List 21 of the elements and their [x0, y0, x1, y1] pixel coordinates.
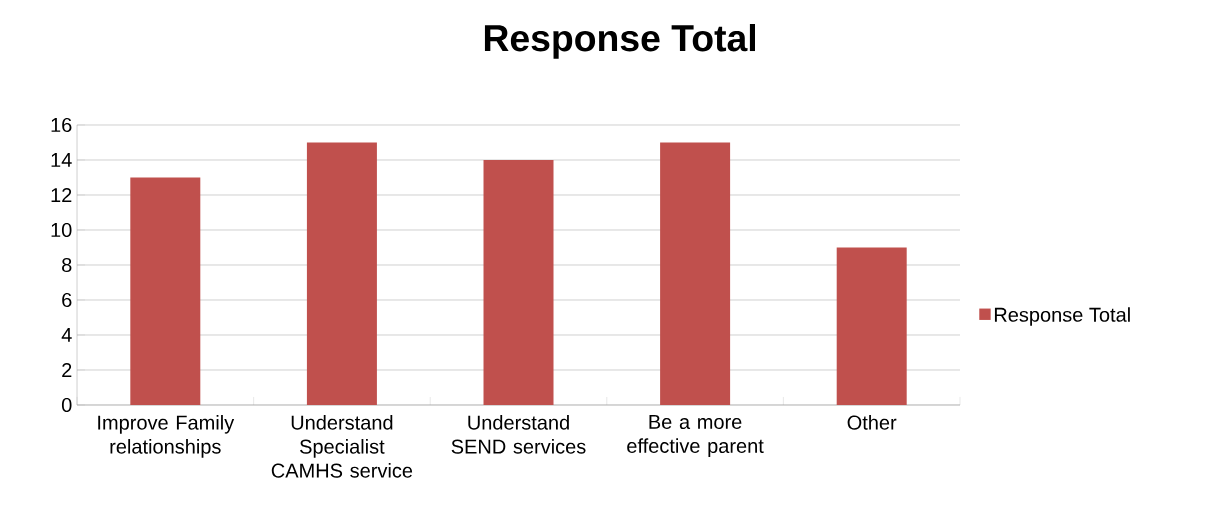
y-tick-label: 16: [51, 117, 72, 133]
y-tick-label: 14: [51, 153, 72, 167]
y-tick-label: 2: [62, 363, 72, 377]
y-tick-label: 8: [62, 257, 72, 273]
y-tick-label: 4: [61, 328, 72, 342]
chart-title: Response Total: [484, 24, 756, 59]
y-tick-label: 0: [61, 397, 72, 413]
bar: [836, 247, 907, 405]
bar: [660, 142, 731, 405]
x-tick-label: Improve Family relationships: [98, 415, 235, 458]
x-tick-label: Understand Specialist CAMHS service: [271, 415, 413, 478]
bar: [130, 177, 201, 405]
legend-label: Response Total: [994, 307, 1130, 326]
x-tick-label: Understand SEND services: [451, 415, 586, 454]
x-tick-label: Other: [847, 415, 897, 430]
bar: [306, 142, 377, 405]
x-tick-label: Be a more effective parent: [627, 415, 764, 457]
bar: [483, 159, 554, 405]
y-tick-label: 6: [62, 292, 72, 308]
y-tick-label: 10: [51, 222, 72, 238]
y-tick-label: 12: [51, 188, 72, 202]
